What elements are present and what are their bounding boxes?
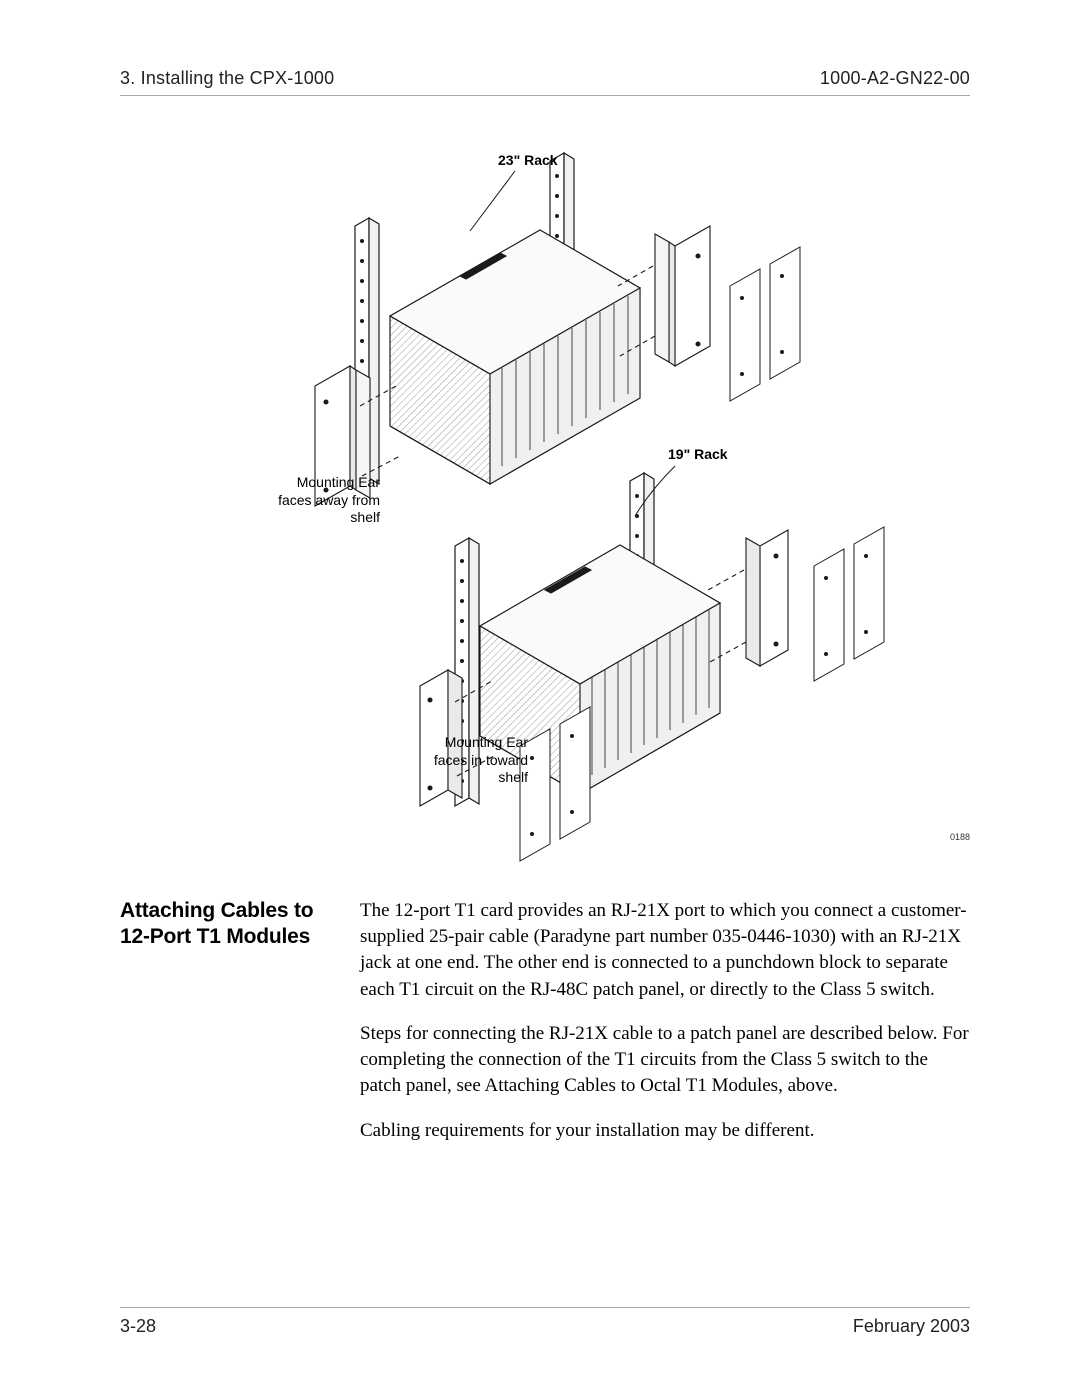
header-docnum: 1000-A2-GN22-00 — [820, 68, 970, 89]
rack-mounting-figure: 23" Rack 19" Rack Mounting Ear faces awa… — [120, 146, 970, 866]
section-heading: Attaching Cables to 12-Port T1 Modules — [120, 898, 330, 1162]
label-mount-away: Mounting Ear faces away from shelf — [230, 474, 380, 527]
para-3: Cabling requirements for your installati… — [360, 1118, 970, 1144]
footer-pagenum: 3-28 — [120, 1316, 156, 1337]
section-body: The 12-port T1 card provides an RJ-21X p… — [360, 898, 970, 1162]
para-2: Steps for connecting the RJ-21X cable to… — [360, 1021, 970, 1100]
figure-id: 0188 — [950, 832, 970, 842]
header-chapter: 3. Installing the CPX-1000 — [120, 68, 334, 89]
label-23-rack: 23" Rack — [498, 152, 558, 170]
para-1: The 12-port T1 card provides an RJ-21X p… — [360, 898, 970, 1003]
footer-date: February 2003 — [853, 1316, 970, 1337]
label-19-rack: 19" Rack — [668, 446, 728, 464]
page-header: 3. Installing the CPX-1000 1000-A2-GN22-… — [120, 68, 970, 96]
page-footer: 3-28 February 2003 — [120, 1307, 970, 1337]
section-attaching-cables: Attaching Cables to 12-Port T1 Modules T… — [120, 898, 970, 1162]
label-mount-in: Mounting Ear faces in toward shelf — [378, 734, 528, 787]
